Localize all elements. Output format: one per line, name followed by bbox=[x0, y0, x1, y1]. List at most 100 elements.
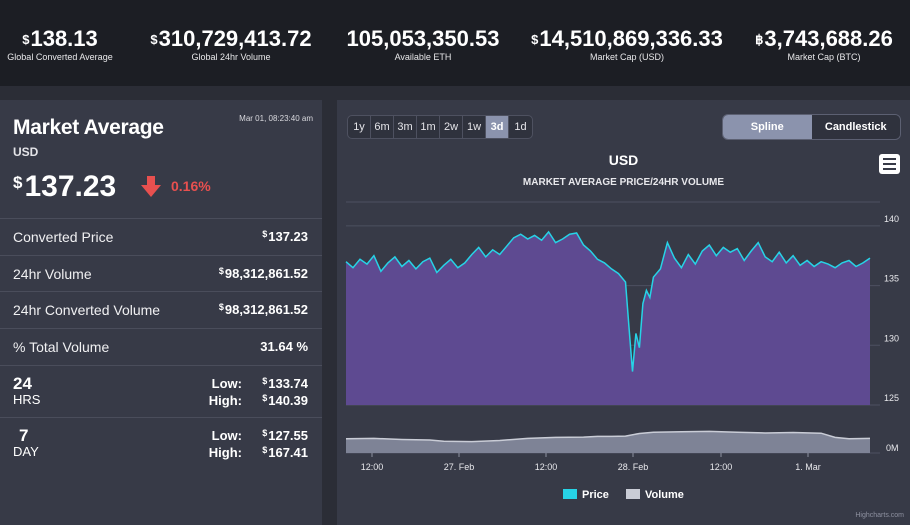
x-tick-label: 1. Mar bbox=[795, 462, 821, 472]
price-volume-chart[interactable]: 140 135 130 125 0M 12:00 27. Feb 12:00 28. Feb 12… bbox=[337, 100, 910, 525]
value-text: 98,312,861.52 bbox=[224, 302, 308, 317]
stat-label: Market Cap (BTC) bbox=[787, 52, 861, 62]
volume-series-line bbox=[345, 430, 871, 443]
zoom-button-1d[interactable]: 1d bbox=[514, 121, 527, 133]
currency-code: USD bbox=[13, 145, 39, 159]
chart-type-candlestick-button[interactable]: Candlestick bbox=[811, 115, 900, 139]
zoom-button-2w[interactable]: 2w bbox=[440, 116, 463, 138]
chart-title: USD bbox=[608, 152, 639, 168]
stat-value: 14,510,869,336.33 bbox=[539, 26, 723, 51]
value-text: 133.74 bbox=[268, 376, 308, 391]
chart-credits[interactable]: Highcharts.com bbox=[855, 512, 904, 519]
price-series-line bbox=[345, 230, 871, 372]
legend-label-volume: Volume bbox=[645, 489, 684, 501]
x-tick-label: 12:00 bbox=[361, 462, 384, 472]
x-tick-label: 28. Feb bbox=[618, 462, 649, 472]
stat-label: Market Cap (USD) bbox=[589, 52, 664, 62]
stat-available-eth: 105,053,350.53 Available ETH bbox=[346, 26, 500, 62]
stat-value: 105,053,350.53 bbox=[346, 26, 500, 51]
y-tick-label: 135 bbox=[884, 274, 899, 284]
zoom-button-3d[interactable]: 3d bbox=[486, 116, 509, 138]
range-24h: 24 HRS Low: $133.74 High: $140.39 bbox=[0, 365, 322, 417]
zoom-button-1m[interactable]: 1m bbox=[417, 116, 440, 138]
currency-symbol: $ bbox=[22, 32, 30, 47]
currency-symbol: $ bbox=[218, 302, 224, 312]
legend-swatch bbox=[563, 489, 577, 499]
top-stats-bar: $138.13 Global Converted Average $310,72… bbox=[0, 0, 910, 86]
hamburger-menu-icon[interactable] bbox=[879, 154, 900, 174]
currency-symbol: $ bbox=[262, 428, 268, 438]
value-text: 127.55 bbox=[268, 428, 308, 443]
stat-label: Global 24hr Volume bbox=[191, 52, 271, 62]
x-tick-label: 12:00 bbox=[710, 462, 733, 472]
currency-symbol: ฿ bbox=[755, 32, 764, 47]
low-label: Low: bbox=[211, 428, 242, 443]
high-value: $140.39 bbox=[262, 393, 308, 408]
value-text: 140.39 bbox=[268, 393, 308, 408]
currency-symbol: $ bbox=[262, 229, 268, 239]
info-row-converted-price: Converted Price $137.23 bbox=[0, 218, 322, 255]
zoom-range-selector: 1y 6m 3m 1m 2w 1w 3d 1d bbox=[347, 115, 533, 139]
high-label: High: bbox=[208, 445, 242, 460]
currency-symbol: $ bbox=[262, 445, 268, 455]
high-value: $167.41 bbox=[262, 445, 308, 460]
chart-panel: 1y 6m 3m 1m 2w 1w 3d 1d Spline Candlestick USD M… bbox=[337, 100, 910, 525]
x-tick-label: 12:00 bbox=[535, 462, 558, 472]
volume-tick-label: 0M bbox=[886, 443, 899, 453]
currency-symbol: $ bbox=[150, 32, 158, 47]
range-period-unit: HRS bbox=[13, 392, 41, 407]
row-value: $98,312,861.52 bbox=[219, 266, 308, 281]
low-value: $133.74 bbox=[262, 376, 308, 391]
currency-symbol: $ bbox=[531, 32, 539, 47]
zoom-button-3m[interactable]: 3m bbox=[394, 116, 417, 138]
price-change-percent: 0.16% bbox=[171, 178, 211, 194]
currency-symbol: $ bbox=[13, 173, 23, 192]
currency-symbol: $ bbox=[218, 266, 224, 276]
currency-symbol: $ bbox=[262, 393, 268, 403]
y-tick-label: 130 bbox=[884, 333, 899, 343]
value-text: 31.64 % bbox=[260, 339, 308, 354]
stat-value: 310,729,413.72 bbox=[158, 26, 312, 51]
zoom-button-1w[interactable]: 1w bbox=[463, 116, 486, 138]
zoom-button-6m[interactable]: 6m bbox=[371, 116, 394, 138]
stat-market-cap-usd: $14,510,869,336.33 Market Cap (USD) bbox=[530, 26, 724, 62]
panel-title: Market Average bbox=[13, 116, 164, 139]
volume-area-fill bbox=[346, 431, 870, 453]
zoom-button-1y[interactable]: 1y bbox=[348, 116, 371, 138]
timestamp: Mar 01, 08:23:40 am bbox=[239, 114, 313, 123]
market-average-panel: Market Average USD Mar 01, 08:23:40 am $… bbox=[0, 100, 322, 525]
high-label: High: bbox=[208, 393, 242, 408]
y-tick-label: 125 bbox=[884, 393, 899, 403]
legend-swatch bbox=[626, 489, 640, 499]
chart-subtitle: MARKET AVERAGE PRICE/24HR VOLUME bbox=[522, 177, 725, 188]
value-text: 98,312,861.52 bbox=[224, 266, 308, 281]
x-tick-label: 27. Feb bbox=[444, 462, 475, 472]
stat-value: 138.13 bbox=[30, 26, 98, 51]
row-label: Converted Price bbox=[13, 229, 114, 245]
value-text: 167.41 bbox=[268, 445, 308, 460]
chart-type-spline-button[interactable]: Spline bbox=[723, 115, 812, 139]
row-value: $98,312,861.52 bbox=[219, 302, 308, 317]
legend-label-price: Price bbox=[582, 489, 609, 501]
row-value: 31.64 % bbox=[260, 339, 308, 354]
arrow-down-icon bbox=[141, 176, 161, 197]
range-period-unit: DAY bbox=[13, 444, 39, 459]
stat-global-converted-average: $138.13 Global Converted Average bbox=[4, 26, 116, 62]
info-row-24hr-converted-volume: 24hr Converted Volume $98,312,861.52 bbox=[0, 291, 322, 328]
stat-value: 3,743,688.26 bbox=[764, 26, 893, 51]
value-text: 137.23 bbox=[268, 229, 308, 244]
info-row-24hr-volume: 24hr Volume $98,312,861.52 bbox=[0, 255, 322, 292]
range-period-number: 7 bbox=[19, 426, 29, 445]
y-tick-label: 140 bbox=[884, 214, 899, 224]
range-7d: 7 DAY Low: $127.55 High: $167.41 bbox=[0, 417, 322, 469]
stat-label: Available ETH bbox=[394, 52, 452, 62]
row-label: 24hr Converted Volume bbox=[13, 302, 161, 318]
low-label: Low: bbox=[211, 376, 242, 391]
price-area-fill bbox=[346, 231, 870, 405]
stat-market-cap-btc: ฿3,743,688.26 Market Cap (BTC) bbox=[754, 26, 894, 62]
row-value: $137.23 bbox=[262, 229, 308, 244]
chart-type-toggle: Spline Candlestick bbox=[722, 114, 901, 140]
menu-bar bbox=[883, 168, 896, 170]
row-label: 24hr Volume bbox=[13, 266, 92, 282]
menu-bar bbox=[883, 158, 896, 160]
